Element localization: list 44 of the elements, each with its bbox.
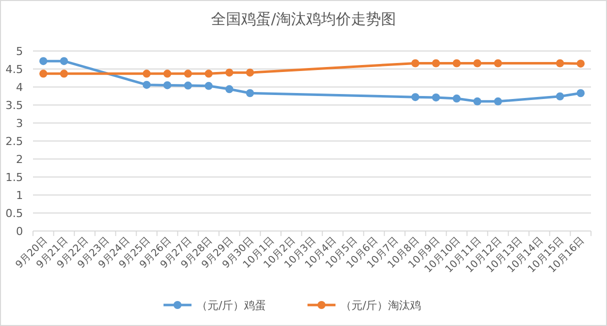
y-tick-label: 4.5 (6, 63, 23, 76)
point (39, 57, 48, 66)
point (556, 59, 564, 68)
point (163, 81, 172, 90)
y-tick-label: 2 (16, 153, 23, 166)
point (246, 89, 254, 98)
point (184, 70, 192, 78)
point (225, 68, 234, 77)
point (204, 82, 213, 90)
chart-title: 全国鸡蛋/淘汰鸡均价走势图 (210, 10, 396, 28)
legend-label: （元/斤）鸡蛋 (196, 299, 266, 312)
point (225, 85, 234, 94)
point (163, 70, 172, 78)
point (204, 70, 213, 78)
point (576, 60, 585, 68)
y-tick-label: 0 (16, 225, 23, 238)
point (576, 89, 585, 98)
y-tick-label: 1 (16, 189, 23, 202)
point (452, 94, 461, 103)
point (60, 57, 68, 66)
legend-label: （元/斤）淘汰鸡 (340, 299, 422, 312)
point (142, 80, 151, 89)
point (473, 59, 482, 68)
point (556, 92, 564, 100)
point (184, 82, 192, 90)
y-tick-label: 4 (16, 81, 23, 94)
point (473, 97, 482, 106)
point (411, 59, 420, 68)
y-tick-label: 2.5 (6, 135, 23, 148)
point (494, 59, 502, 68)
point (39, 70, 48, 78)
point (432, 59, 440, 68)
point (432, 93, 440, 102)
point (142, 70, 151, 78)
y-tick-label: 1.5 (6, 171, 23, 184)
y-tick-label: 3 (16, 117, 23, 130)
point (452, 59, 461, 68)
y-tick-label: 5 (16, 45, 23, 58)
point (411, 93, 420, 102)
point (494, 97, 502, 106)
y-tick-label: 0.5 (6, 207, 23, 220)
point (60, 70, 68, 78)
point (246, 68, 254, 77)
y-tick-label: 3.5 (6, 99, 23, 112)
